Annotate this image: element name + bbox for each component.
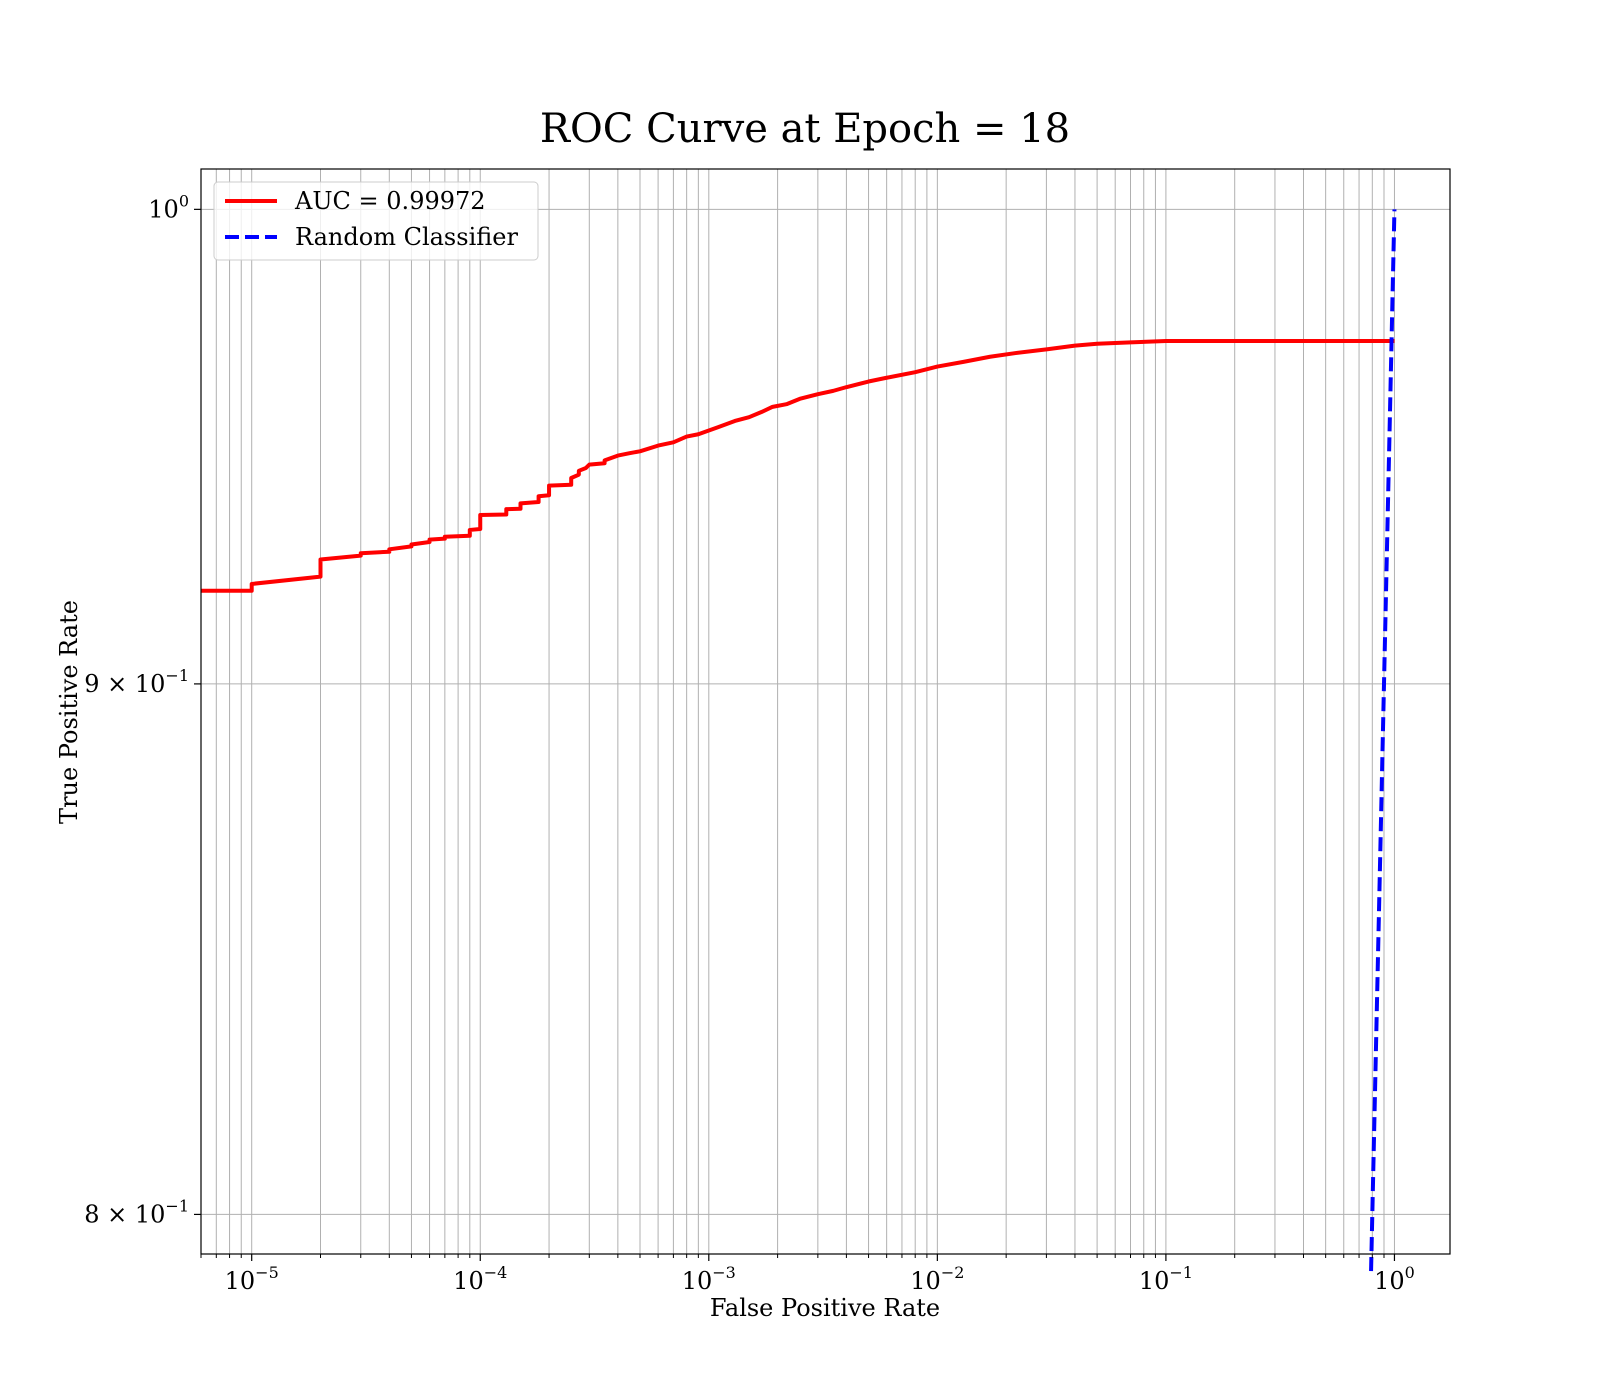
grid: [200, 169, 1450, 1254]
y-axis-ticks: 100 9 × 10−1 8 × 10−1: [84, 191, 201, 1228]
x-tick-label: 100: [1374, 1263, 1415, 1295]
x-tick-label: 10−5: [225, 1263, 279, 1295]
y-tick-label: 9 × 10−1: [84, 666, 189, 698]
plot-frame: [200, 168, 1451, 1255]
roc-curve-line: [201, 338, 1395, 593]
y-tick-label: 8 × 10−1: [84, 1196, 189, 1228]
legend: AUC = 0.99972 Random Classifier: [213, 181, 539, 261]
x-tick-label: 10−3: [682, 1263, 736, 1295]
legend-auc-label: AUC = 0.99972: [294, 187, 486, 215]
chart-title: ROC Curve at Epoch = 18: [540, 106, 1070, 152]
x-tick-label: 10−4: [453, 1263, 507, 1295]
x-axis-label: False Positive Rate: [710, 1294, 940, 1322]
plot-series: [201, 209, 1397, 1272]
x-axis-ticks: 10−5 10−4 10−3 10−2 10−1 100: [200, 1254, 1415, 1295]
x-tick-label: 10−2: [910, 1263, 964, 1295]
y-axis-label: True Positive Rate: [55, 600, 83, 824]
x-tick-label: 10−1: [1139, 1263, 1193, 1295]
random-classifier-line: [1369, 209, 1397, 1272]
legend-random-label: Random Classifier: [295, 223, 518, 251]
legend-box: [213, 181, 539, 261]
y-tick-label: 100: [148, 191, 189, 223]
